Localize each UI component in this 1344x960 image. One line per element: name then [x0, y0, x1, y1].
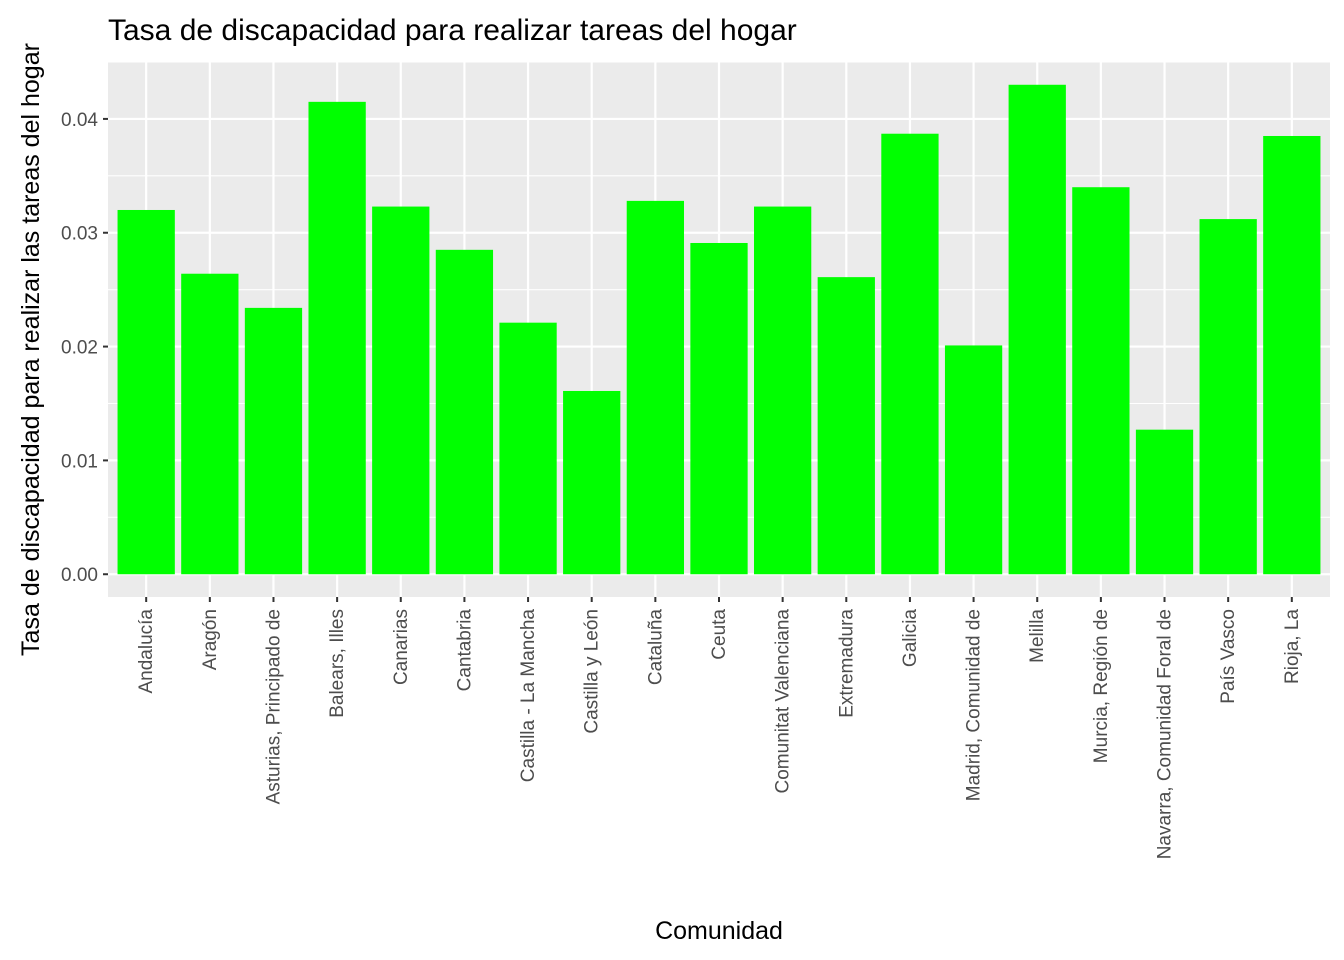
bar: [944, 345, 1003, 575]
bar: [1008, 84, 1066, 575]
x-axis-title: Comunidad: [655, 917, 783, 945]
x-tick-label: Navarra, Comunidad Foral de: [1155, 609, 1176, 859]
bar: [181, 273, 239, 575]
x-tick-label: Canarias: [391, 609, 412, 685]
bar: [817, 277, 875, 575]
y-axis-title: Tasa de discapacidad para realizar las t…: [17, 43, 45, 656]
bar: [1199, 219, 1257, 575]
y-tick-label: 0.01: [61, 451, 98, 472]
x-tick-label: Rioja, La: [1282, 609, 1303, 684]
bar: [308, 101, 366, 575]
bar: [499, 322, 557, 575]
x-axis: Andalucía Aragón Asturias, Principado de Ba…: [136, 597, 1303, 859]
x-tick-label: Comunitat Valenciana: [773, 609, 794, 794]
x-tick-label: Aragón: [200, 609, 221, 670]
x-tick-label: Asturias, Principado de: [263, 609, 284, 804]
x-tick-label: País Vasco: [1218, 609, 1239, 704]
x-tick-label: Murcia, Región de: [1091, 609, 1112, 763]
y-tick-label: 0.03: [61, 224, 98, 245]
x-tick-label: Madrid, Comunidad de: [964, 609, 985, 801]
bar: [435, 249, 494, 575]
bar: [563, 390, 621, 575]
bar: [626, 200, 684, 575]
x-tick-label: Castilla y León: [582, 609, 603, 734]
bar: [117, 209, 175, 575]
y-axis: 0.00 0.01 0.02 0.03 0.04: [61, 110, 108, 586]
x-tick-label: Ceuta: [709, 609, 730, 660]
x-tick-label: Galicia: [900, 609, 921, 668]
y-tick-label: 0.02: [61, 338, 98, 359]
bar: [690, 242, 748, 575]
bar: [754, 206, 812, 575]
x-tick-label: Castilla - La Mancha: [518, 609, 539, 783]
bar: [372, 206, 430, 575]
bar: [881, 133, 939, 575]
bar: [1263, 135, 1321, 575]
chart-title: Tasa de discapacidad para realizar tarea…: [108, 14, 797, 47]
x-tick-label: Cataluña: [645, 609, 666, 685]
bar: [244, 307, 303, 575]
x-tick-label: Cantabria: [454, 609, 475, 692]
x-tick-label: Melilla: [1027, 609, 1048, 663]
x-tick-label: Andalucía: [136, 609, 157, 694]
bar: [1135, 429, 1194, 575]
x-tick-label: Extremadura: [836, 609, 857, 718]
y-tick-label: 0.00: [61, 565, 98, 586]
y-tick-label: 0.04: [61, 110, 98, 131]
bars: [117, 84, 1321, 575]
bar: [1072, 187, 1130, 575]
x-tick-label: Balears, Illes: [327, 609, 348, 718]
